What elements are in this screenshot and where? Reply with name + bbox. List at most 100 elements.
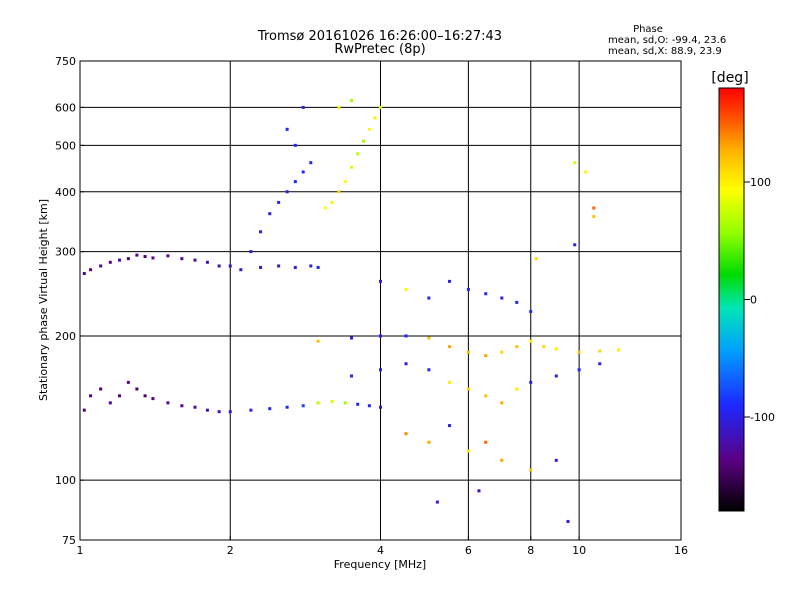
data-point bbox=[285, 190, 289, 194]
chart-title: Tromsø 20161026 16:26:00–16:27:43 bbox=[257, 29, 502, 44]
x-tick-label: 8 bbox=[527, 544, 534, 557]
phase-note-title: Phase bbox=[633, 24, 663, 35]
data-point bbox=[484, 394, 488, 398]
data-point bbox=[135, 253, 139, 257]
data-point bbox=[350, 336, 354, 340]
data-point bbox=[143, 394, 147, 398]
data-point bbox=[427, 440, 431, 444]
data-point bbox=[135, 387, 139, 391]
data-point bbox=[427, 336, 431, 340]
data-point bbox=[362, 139, 366, 143]
data-point bbox=[217, 264, 221, 268]
data-point bbox=[89, 268, 93, 272]
colorbar-tick-label: 0 bbox=[750, 294, 757, 307]
data-point bbox=[89, 394, 93, 398]
data-point bbox=[404, 432, 408, 436]
data-point bbox=[529, 309, 533, 313]
data-point bbox=[529, 468, 533, 472]
data-point bbox=[285, 127, 289, 131]
chart-subtitle: RwPretec (8p) bbox=[334, 42, 425, 57]
data-point bbox=[448, 380, 452, 384]
data-point bbox=[427, 368, 431, 372]
data-point bbox=[180, 257, 184, 261]
data-point bbox=[309, 264, 313, 268]
data-point bbox=[217, 410, 221, 414]
data-point bbox=[484, 354, 488, 358]
data-point bbox=[484, 292, 488, 296]
x-tick-label: 4 bbox=[377, 544, 384, 557]
data-point bbox=[592, 215, 596, 219]
data-point bbox=[484, 440, 488, 444]
data-point bbox=[598, 362, 602, 366]
x-tick-label: 16 bbox=[674, 544, 688, 557]
x-tick-label: 6 bbox=[465, 544, 472, 557]
data-point bbox=[542, 345, 546, 349]
data-point bbox=[99, 387, 103, 391]
colorbar-tick-label: -100 bbox=[750, 411, 775, 424]
data-point bbox=[466, 449, 470, 453]
data-point bbox=[259, 265, 263, 269]
data-points bbox=[82, 99, 621, 523]
data-point bbox=[108, 401, 112, 405]
colorbar-label: [deg] bbox=[711, 70, 748, 86]
data-point bbox=[108, 260, 112, 264]
data-point bbox=[330, 200, 334, 204]
data-point bbox=[404, 362, 408, 366]
data-point bbox=[350, 99, 354, 103]
data-point bbox=[205, 260, 209, 264]
phase-note-o: mean, sd,O: -99.4, 23.6 bbox=[608, 35, 726, 46]
y-tick-label: 75 bbox=[62, 534, 76, 547]
data-point bbox=[82, 408, 86, 412]
data-point bbox=[379, 368, 382, 372]
colorbar-ticks: 100 0 -100 bbox=[744, 176, 775, 424]
data-point bbox=[285, 405, 289, 409]
data-point bbox=[151, 397, 155, 401]
data-point bbox=[316, 265, 320, 269]
data-point bbox=[448, 279, 452, 283]
data-point bbox=[126, 380, 130, 384]
data-point bbox=[205, 408, 209, 412]
data-point bbox=[554, 347, 558, 351]
x-tick-label: 1 bbox=[77, 544, 84, 557]
data-point bbox=[529, 380, 533, 384]
x-axis-ticks: 1 2 4 6 8 10 16 bbox=[77, 536, 688, 557]
data-point bbox=[500, 401, 504, 405]
data-point bbox=[356, 152, 360, 156]
y-tick-label: 100 bbox=[55, 474, 76, 487]
data-point bbox=[118, 258, 122, 262]
data-point bbox=[301, 404, 305, 408]
data-point bbox=[268, 407, 272, 411]
colorbar bbox=[718, 87, 745, 512]
data-point bbox=[584, 170, 588, 174]
data-point bbox=[268, 212, 272, 216]
data-point bbox=[448, 345, 452, 349]
data-point bbox=[529, 339, 533, 343]
data-point bbox=[249, 250, 253, 254]
y-tick-label: 600 bbox=[55, 101, 76, 114]
data-point bbox=[554, 374, 558, 378]
data-point bbox=[598, 349, 602, 353]
data-point bbox=[82, 272, 86, 276]
data-point bbox=[534, 257, 538, 261]
y-tick-label: 300 bbox=[55, 246, 76, 259]
y-axis-ticks: 75 100 200 300 400 500 600 750 bbox=[55, 55, 84, 547]
data-point bbox=[404, 334, 408, 338]
data-point bbox=[373, 116, 377, 120]
data-point bbox=[239, 268, 243, 272]
y-tick-label: 750 bbox=[55, 55, 76, 68]
data-point bbox=[356, 402, 360, 406]
x-axis-label: Frequency [MHz] bbox=[334, 558, 426, 571]
data-point bbox=[151, 256, 155, 260]
data-point bbox=[316, 339, 320, 343]
data-point bbox=[367, 404, 371, 408]
data-point bbox=[500, 296, 504, 300]
data-point bbox=[367, 127, 371, 131]
data-point bbox=[166, 254, 170, 258]
data-point bbox=[466, 387, 470, 391]
data-point bbox=[99, 264, 103, 268]
y-tick-label: 400 bbox=[55, 186, 76, 199]
data-point bbox=[379, 105, 382, 109]
data-point bbox=[293, 143, 297, 147]
data-point bbox=[577, 350, 581, 354]
